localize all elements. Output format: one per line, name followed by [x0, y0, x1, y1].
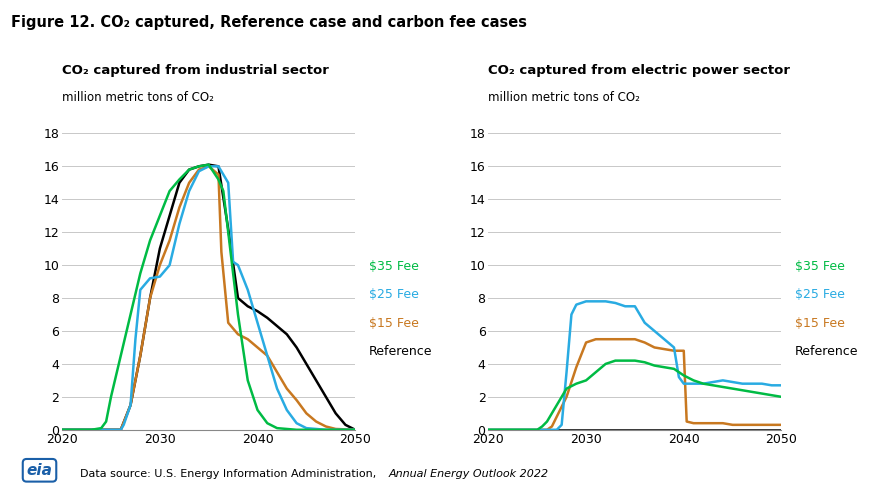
Text: CO₂ captured from electric power sector: CO₂ captured from electric power sector: [488, 64, 790, 77]
Text: $35 Fee: $35 Fee: [369, 260, 418, 273]
Text: million metric tons of CO₂: million metric tons of CO₂: [62, 91, 214, 104]
Text: $15 Fee: $15 Fee: [369, 317, 418, 329]
Text: $25 Fee: $25 Fee: [369, 288, 418, 301]
Text: eia: eia: [27, 463, 52, 478]
Text: million metric tons of CO₂: million metric tons of CO₂: [488, 91, 640, 104]
Text: $25 Fee: $25 Fee: [795, 288, 844, 301]
Text: Figure 12. CO₂ captured, Reference case and carbon fee cases: Figure 12. CO₂ captured, Reference case …: [11, 15, 527, 30]
Text: Annual Energy Outlook 2022: Annual Energy Outlook 2022: [389, 469, 549, 479]
Text: Reference: Reference: [795, 345, 859, 358]
Text: $35 Fee: $35 Fee: [795, 260, 844, 273]
Text: CO₂ captured from industrial sector: CO₂ captured from industrial sector: [62, 64, 329, 77]
Text: Data source: U.S. Energy Information Administration,: Data source: U.S. Energy Information Adm…: [80, 469, 380, 479]
Text: Reference: Reference: [369, 345, 432, 358]
Text: $15 Fee: $15 Fee: [795, 317, 844, 329]
